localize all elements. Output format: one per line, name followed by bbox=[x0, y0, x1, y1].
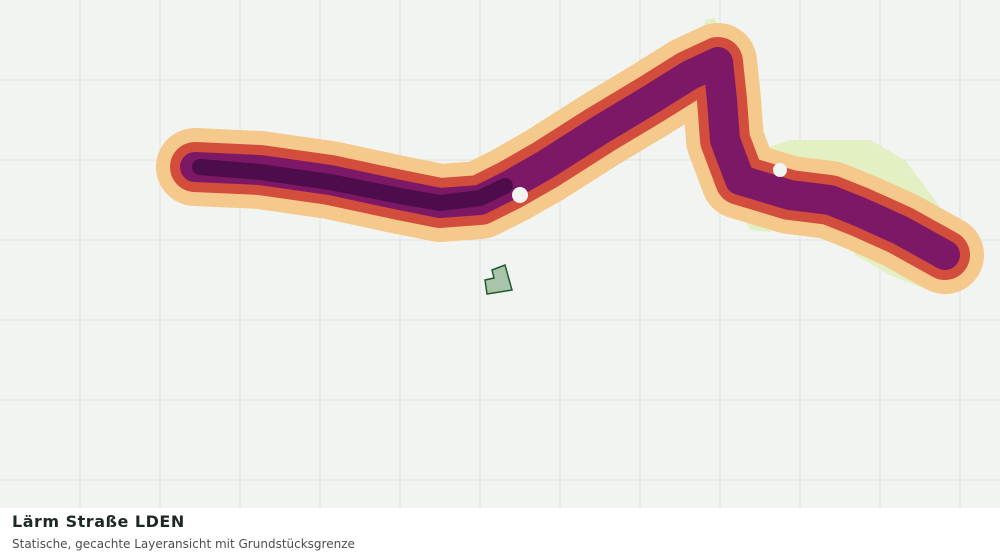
caption-panel: Lärm Straße LDEN Statische, gecachte Lay… bbox=[12, 512, 988, 551]
map-background bbox=[0, 0, 1000, 508]
parcel-boundary bbox=[484, 264, 513, 295]
noise-bands bbox=[156, 23, 984, 294]
layer-subtitle: Statische, gecachte Layeransicht mit Gru… bbox=[12, 537, 355, 551]
map-gap bbox=[773, 163, 787, 177]
map-gap bbox=[512, 187, 528, 203]
noise-band-70 bbox=[192, 159, 513, 211]
map-canvas bbox=[0, 0, 1000, 508]
layer-title: Lärm Straße LDEN bbox=[12, 512, 185, 531]
